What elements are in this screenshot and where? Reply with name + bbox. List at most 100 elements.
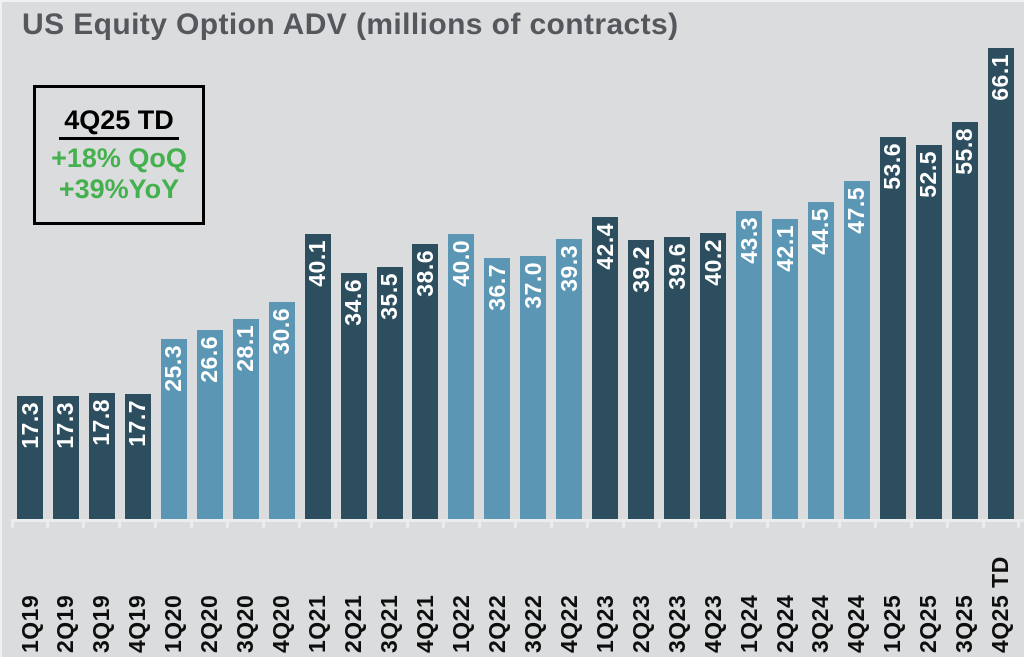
x-axis-label: 2Q21 <box>340 594 367 653</box>
x-axis-label: 3Q21 <box>376 594 403 653</box>
x-axis-label: 3Q24 <box>807 594 834 653</box>
x-axis-label: 4Q19 <box>124 594 151 653</box>
x-axis-tick <box>262 519 266 528</box>
x-axis-tick <box>334 519 338 528</box>
bar-2Q20: 26.6 <box>196 330 223 520</box>
x-axis-label: 4Q23 <box>699 594 726 653</box>
x-axis-tick <box>10 519 14 528</box>
x-axis-label-cell: 2Q24 <box>772 531 798 653</box>
x-axis-labels: 1Q19 2Q19 3Q19 4Q19 1Q20 2Q20 3Q20 4Q20 1Q21 2Q21… <box>17 531 1014 653</box>
bar-4Q20: 30.6 <box>268 302 295 520</box>
x-axis-label-cell: 3Q23 <box>664 531 690 653</box>
bar-series: 17.3 17.3 17.8 17.7 25.3 26.6 28.1 30.6 40.1 34.6… <box>17 0 1014 520</box>
x-axis-tick <box>765 519 769 528</box>
x-axis-label-cell: 1Q24 <box>736 531 762 653</box>
x-axis-label-cell: 4Q24 <box>843 531 870 653</box>
x-axis-tick <box>657 519 661 528</box>
x-axis-tick <box>549 519 553 528</box>
x-axis-tick <box>837 519 841 528</box>
x-axis-label: 4Q25 TD <box>987 556 1014 653</box>
bar-3Q19: 17.8 <box>88 393 115 520</box>
bar-value-label: 25.3 <box>160 345 187 392</box>
bar-value-label: 40.2 <box>699 239 726 286</box>
bar-value-label: 26.6 <box>196 336 223 383</box>
x-axis-tick <box>693 519 697 528</box>
x-axis-label: 2Q20 <box>196 594 223 653</box>
bar-4Q24: 47.5 <box>843 181 870 520</box>
x-axis-label: 3Q23 <box>663 594 690 653</box>
bar-value-label: 35.5 <box>376 273 403 320</box>
x-axis-label: 3Q20 <box>232 594 259 653</box>
x-axis-tick <box>442 519 446 528</box>
x-axis-label-cell: 4Q19 <box>124 531 151 653</box>
bar-4Q19: 17.7 <box>124 394 151 520</box>
bar-2Q21: 34.6 <box>340 273 367 520</box>
bar-value-label: 36.7 <box>483 264 510 311</box>
x-axis-label-cell: 4Q22 <box>556 531 582 653</box>
x-axis-tick <box>226 519 230 528</box>
x-axis-label: 3Q22 <box>519 594 546 653</box>
callout-qoq-change: +18% QoQ <box>51 143 187 173</box>
x-axis-label-cell: 3Q19 <box>88 531 115 653</box>
x-axis-label-cell: 3Q20 <box>232 531 259 653</box>
x-axis-label-cell: 2Q22 <box>484 531 510 653</box>
x-axis-tick <box>406 519 410 528</box>
bar-2Q24: 42.1 <box>772 219 799 520</box>
x-axis-ticks <box>10 519 1021 529</box>
x-axis-label-cell: 2Q23 <box>628 531 654 653</box>
x-axis-label: 2Q22 <box>483 594 510 653</box>
callout-heading: 4Q25 TD <box>59 105 179 140</box>
x-axis-label-cell: 3Q22 <box>520 531 546 653</box>
x-axis-label: 4Q24 <box>843 594 870 653</box>
x-axis-tick <box>370 519 374 528</box>
bar-2Q23: 39.2 <box>628 240 655 520</box>
x-axis-tick <box>801 519 805 528</box>
x-axis-label-cell: 1Q23 <box>592 531 618 653</box>
x-axis-label-cell: 1Q19 <box>17 531 43 653</box>
bar-value-label: 17.8 <box>88 399 115 446</box>
x-axis-label-cell: 1Q22 <box>448 531 474 653</box>
bar-3Q25: 55.8 <box>951 122 978 520</box>
x-axis-label-cell: 1Q25 <box>879 531 906 653</box>
bar-3Q23: 39.6 <box>664 237 691 520</box>
x-axis-label: 1Q20 <box>160 594 187 653</box>
x-axis-label-cell: 3Q21 <box>376 531 403 653</box>
x-axis-label-cell: 3Q25 <box>951 531 978 653</box>
bar-3Q24: 44.5 <box>807 202 834 520</box>
x-axis-label: 1Q21 <box>304 594 331 653</box>
x-axis-label: 4Q20 <box>268 594 295 653</box>
bar-1Q22: 40.0 <box>448 234 475 520</box>
x-axis-label-cell: 4Q25 TD <box>987 531 1014 653</box>
x-axis-tick <box>514 519 517 528</box>
x-axis-label-cell: 4Q20 <box>268 531 295 653</box>
bar-1Q24: 43.3 <box>736 211 763 520</box>
bar-3Q22: 37.0 <box>520 256 547 520</box>
x-axis-tick <box>729 519 733 528</box>
callout-box: 4Q25 TD +18% QoQ +39%YoY <box>33 85 205 225</box>
bar-1Q20: 25.3 <box>160 339 187 520</box>
bar-value-label: 52.5 <box>915 151 942 198</box>
bar-value-label: 44.5 <box>807 208 834 255</box>
x-axis-label-cell: 4Q23 <box>700 531 726 653</box>
x-axis-tick <box>190 519 194 528</box>
bar-4Q23: 40.2 <box>699 233 727 520</box>
x-axis-label: 3Q19 <box>88 594 115 653</box>
bar-value-label: 47.5 <box>843 187 870 234</box>
x-axis-tick <box>585 519 589 528</box>
x-axis-tick <box>118 519 122 528</box>
x-axis-tick <box>1017 519 1021 528</box>
bar-value-label: 30.6 <box>268 308 295 355</box>
x-axis-tick <box>873 519 877 528</box>
bar-value-label: 38.6 <box>411 250 438 297</box>
bar-value-label: 34.6 <box>340 279 367 326</box>
bar-value-label: 42.4 <box>591 223 618 270</box>
bar-2Q25: 52.5 <box>915 145 942 520</box>
bar-value-label: 55.8 <box>951 128 978 175</box>
x-axis-label: 2Q25 <box>915 594 942 653</box>
x-axis-label-cell: 1Q21 <box>304 531 331 653</box>
bar-1Q25: 53.6 <box>879 137 906 520</box>
x-axis-label: 1Q23 <box>591 594 618 653</box>
x-axis-tick <box>82 519 86 528</box>
x-axis-label-cell: 1Q20 <box>160 531 187 653</box>
